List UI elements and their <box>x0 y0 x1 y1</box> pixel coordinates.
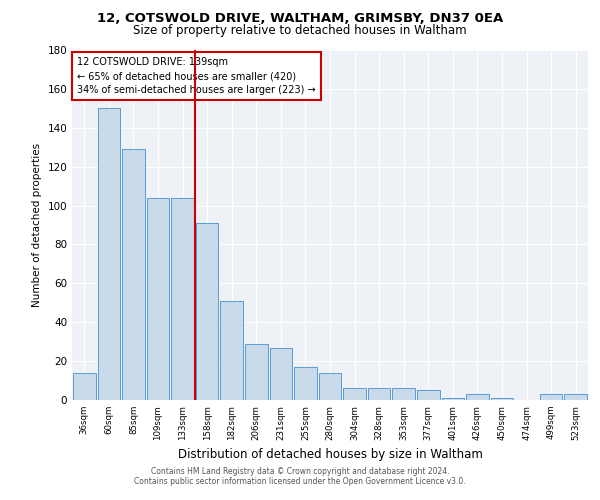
Text: Size of property relative to detached houses in Waltham: Size of property relative to detached ho… <box>133 24 467 37</box>
Text: Contains public sector information licensed under the Open Government Licence v3: Contains public sector information licen… <box>134 477 466 486</box>
Text: Contains HM Land Registry data © Crown copyright and database right 2024.: Contains HM Land Registry data © Crown c… <box>151 467 449 476</box>
Bar <box>442 398 464 400</box>
Bar <box>466 394 489 400</box>
Bar <box>146 198 169 400</box>
Bar <box>491 398 514 400</box>
Bar <box>269 348 292 400</box>
Bar <box>98 108 120 400</box>
Bar <box>343 388 366 400</box>
Bar <box>122 149 145 400</box>
Bar <box>565 394 587 400</box>
Bar <box>294 367 317 400</box>
X-axis label: Distribution of detached houses by size in Waltham: Distribution of detached houses by size … <box>178 448 482 461</box>
Bar <box>220 301 243 400</box>
Bar <box>245 344 268 400</box>
Bar <box>417 390 440 400</box>
Bar <box>368 388 391 400</box>
Bar <box>171 198 194 400</box>
Bar <box>392 388 415 400</box>
Y-axis label: Number of detached properties: Number of detached properties <box>32 143 42 307</box>
Text: 12, COTSWOLD DRIVE, WALTHAM, GRIMSBY, DN37 0EA: 12, COTSWOLD DRIVE, WALTHAM, GRIMSBY, DN… <box>97 12 503 26</box>
Bar <box>196 223 218 400</box>
Bar <box>73 373 95 400</box>
Bar <box>540 394 562 400</box>
Text: 12 COTSWOLD DRIVE: 139sqm
← 65% of detached houses are smaller (420)
34% of semi: 12 COTSWOLD DRIVE: 139sqm ← 65% of detac… <box>77 57 316 95</box>
Bar <box>319 373 341 400</box>
